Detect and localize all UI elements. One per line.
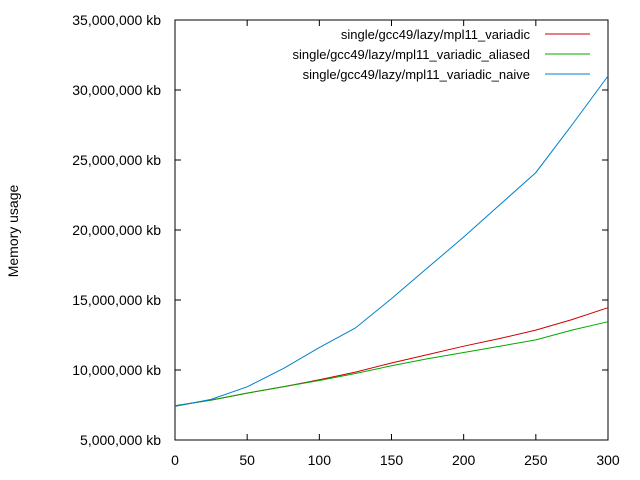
y-tick-label: 5,000,000 kb <box>80 432 161 448</box>
y-tick-label: 15,000,000 kb <box>72 292 161 308</box>
x-tick-label: 100 <box>308 452 332 468</box>
series-line-2 <box>174 75 609 407</box>
legend: single/gcc49/lazy/mpl11_variadic single/g… <box>292 27 590 82</box>
legend-label-0: single/gcc49/lazy/mpl11_variadic <box>341 27 531 42</box>
y-tick-label: 25,000,000 kb <box>72 152 161 168</box>
series-line-1 <box>174 321 609 407</box>
legend-label-1: single/gcc49/lazy/mpl11_variadic_aliased <box>292 47 530 62</box>
y-axis-title: Memory usage <box>5 184 21 277</box>
x-tick-label: 250 <box>524 452 548 468</box>
x-tick-label: 150 <box>380 452 404 468</box>
y-tick-label: 30,000,000 kb <box>72 82 161 98</box>
axis-ticks: 5,000,000 kb 10,000,000 kb 15,000,000 kb 20… <box>72 12 620 468</box>
x-tick-label: 50 <box>239 452 255 468</box>
x-tick-label: 0 <box>171 452 179 468</box>
x-tick-label: 300 <box>596 452 620 468</box>
x-tick-label: 200 <box>452 452 476 468</box>
series-line-0 <box>174 307 609 407</box>
series-lines <box>174 75 609 407</box>
plot-frame <box>174 19 609 441</box>
y-tick-label: 10,000,000 kb <box>72 362 161 378</box>
legend-label-2: single/gcc49/lazy/mpl11_variadic_naive <box>303 67 530 82</box>
y-tick-label: 35,000,000 kb <box>72 12 161 28</box>
y-tick-label: 20,000,000 kb <box>72 222 161 238</box>
